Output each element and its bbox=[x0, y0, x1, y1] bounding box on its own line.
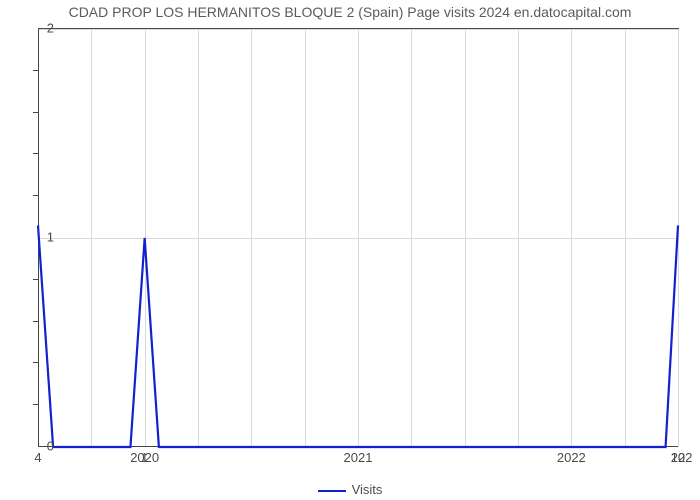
y-minor-tick bbox=[33, 404, 38, 405]
y-tick-label: 1 bbox=[24, 230, 54, 245]
y-minor-tick bbox=[33, 362, 38, 363]
chart-title: CDAD PROP LOS HERMANITOS BLOQUE 2 (Spain… bbox=[0, 4, 700, 20]
x-tick-label: 2022 bbox=[557, 450, 586, 465]
legend-label: Visits bbox=[352, 482, 383, 497]
y-minor-tick bbox=[33, 112, 38, 113]
point-label: 4 bbox=[34, 450, 41, 465]
plot-area bbox=[38, 28, 679, 447]
legend-swatch bbox=[318, 490, 346, 492]
y-minor-tick bbox=[33, 195, 38, 196]
y-tick-label: 2 bbox=[24, 21, 54, 36]
line-series bbox=[38, 29, 678, 447]
y-minor-tick bbox=[33, 321, 38, 322]
y-minor-tick bbox=[33, 279, 38, 280]
legend: Visits bbox=[0, 482, 700, 497]
chart-container: CDAD PROP LOS HERMANITOS BLOQUE 2 (Spain… bbox=[0, 0, 700, 500]
x-tick-label: 2021 bbox=[344, 450, 373, 465]
point-label: 1 bbox=[141, 450, 148, 465]
y-minor-tick bbox=[33, 70, 38, 71]
y-minor-tick bbox=[33, 153, 38, 154]
point-label: 12 bbox=[671, 450, 685, 465]
